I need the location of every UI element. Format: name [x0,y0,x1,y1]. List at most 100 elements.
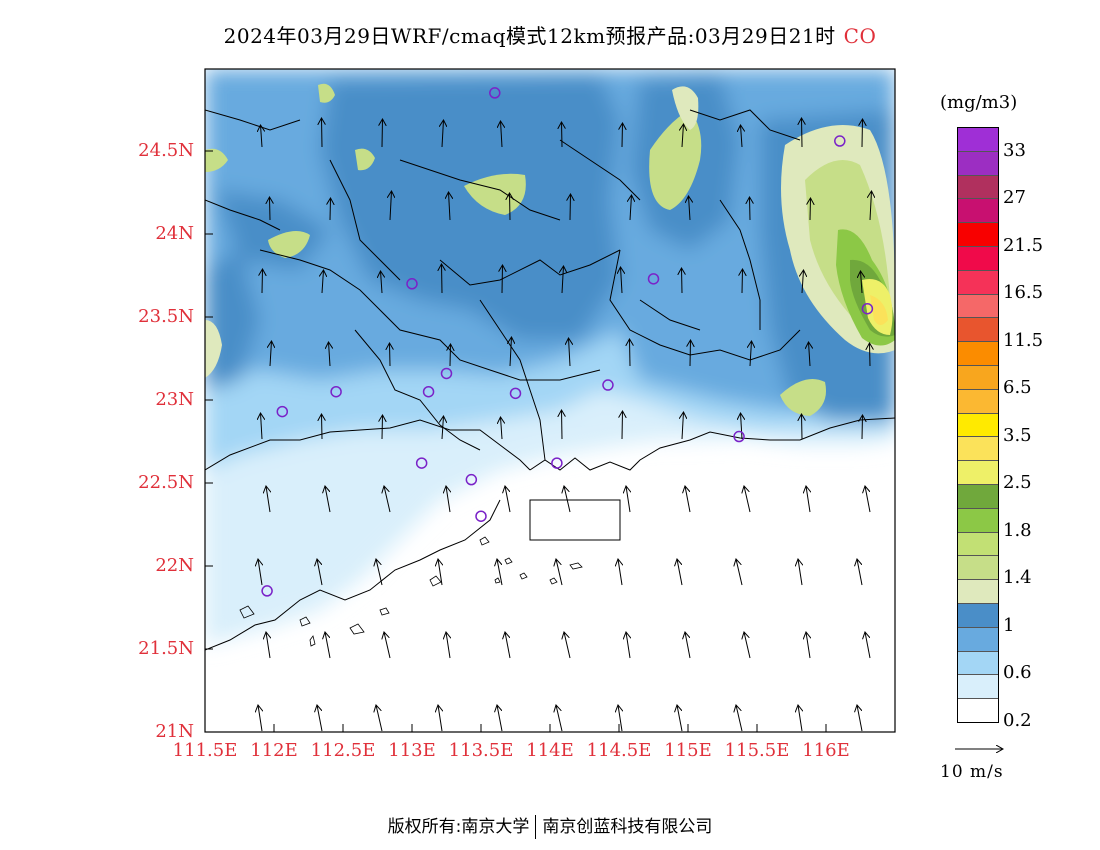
wind-vector [322,118,323,148]
wind-vector [325,486,331,513]
islands [239,536,583,647]
legend-bin [958,650,998,675]
station-marker [261,585,273,597]
legend-tick-label: 0.6 [1003,662,1032,684]
wind-vector [505,486,511,513]
wind-vector [261,125,263,148]
wind-vector [626,486,630,513]
wind-vector [449,192,451,221]
lon-label: 113E [388,740,436,761]
legend-tick-label: 1 [1003,614,1015,636]
wind-vector [865,486,871,513]
legend-bin [958,412,998,437]
wind-vector [870,343,871,367]
wind-vector [502,265,503,294]
legend-tick-label: 0.2 [1003,710,1032,731]
wind-vector [501,417,503,440]
wind-vector [621,267,623,294]
lat-label: 23.5N [138,306,194,327]
legend-tick-label: 1.8 [1003,519,1032,541]
vector-legend-label: 10 m/s [940,762,1004,782]
wind-vector [438,705,442,732]
wind-vector [626,632,630,659]
legend-bin [958,698,998,722]
wind-vector [862,415,863,440]
wind-vector [258,559,262,586]
wind-vector [857,705,863,732]
station-marker [415,457,428,469]
wind-vector [266,632,270,659]
wind-vector [564,486,571,513]
legend-bin [958,388,998,413]
wind-vector [497,705,503,732]
chart-title: 2024年03月29日WRF/cmaq模式12km预报产品:03月29日21时 C… [0,20,1100,49]
lon-label: 115.5E [724,740,790,761]
lat-label: 24N [155,223,194,244]
legend-tick-label: 27 [1003,187,1026,209]
legend-tick-label: 3.5 [1003,424,1032,446]
wind-vector [329,342,331,367]
wind-vector [262,269,263,294]
wind-vector [270,197,271,221]
wind-vector [809,342,811,367]
lon-label: 114.5E [586,740,652,761]
wind-vector [501,121,503,148]
legend-bin [958,269,998,294]
wind-vector [630,339,631,367]
wind-vector [322,270,324,294]
wind-vector [810,198,811,221]
copyright-left: 版权所有:南京大学 [387,817,530,837]
wind-vector [750,197,751,221]
wind-vector [562,410,563,440]
station-marker [422,385,435,398]
wind-vector [622,123,623,148]
legend-bin [958,317,998,342]
station-marker [647,273,660,285]
wind-vector [690,340,691,367]
wind-vector [325,632,331,659]
wind-vector [685,486,691,513]
wind-vector [266,486,270,513]
lon-label: 114E [526,740,574,761]
legend-bin [958,198,998,223]
legend-tick-label: 16.5 [1003,282,1044,304]
wind-vector [685,632,691,659]
legend-bin [958,364,998,389]
station-marker [440,367,453,380]
lat-label: 23N [155,389,194,410]
lat-label: 21N [155,721,194,742]
wind-vector [442,120,444,148]
legend-bin [958,436,998,461]
wind-vector [384,486,391,513]
wind-vector [258,705,262,732]
color-legend [957,127,999,723]
legend-bin [958,531,998,556]
wind-vector [741,125,743,148]
legend-bin [958,174,998,199]
wind-vector [682,124,684,148]
wind-vector [750,341,752,367]
lon-label: 113.5E [448,740,514,761]
wind-vector [556,559,563,586]
wind-vector [442,264,443,294]
wind-vector [689,196,691,221]
legend-bin [958,674,998,699]
wind-vector [682,412,684,440]
wind-vector [376,559,383,586]
legend-bin [958,555,998,580]
wind-vector [322,414,323,440]
wind-vector [802,270,804,294]
wind-vector [562,266,564,294]
wind-vectors [258,118,872,732]
wind-vector [618,705,622,732]
wind-vector [564,632,571,659]
station-marker [406,278,418,290]
wind-vector [438,559,442,586]
station-marker [465,473,478,486]
station-marker [276,405,289,418]
legend-tick-label: 2.5 [1003,472,1032,494]
wind-vector [806,486,810,513]
legend-bin [958,245,998,270]
title-text: 2024年03月29日WRF/cmaq模式12km预报产品:03月29日21时 [223,24,836,48]
wind-vector [744,632,751,659]
